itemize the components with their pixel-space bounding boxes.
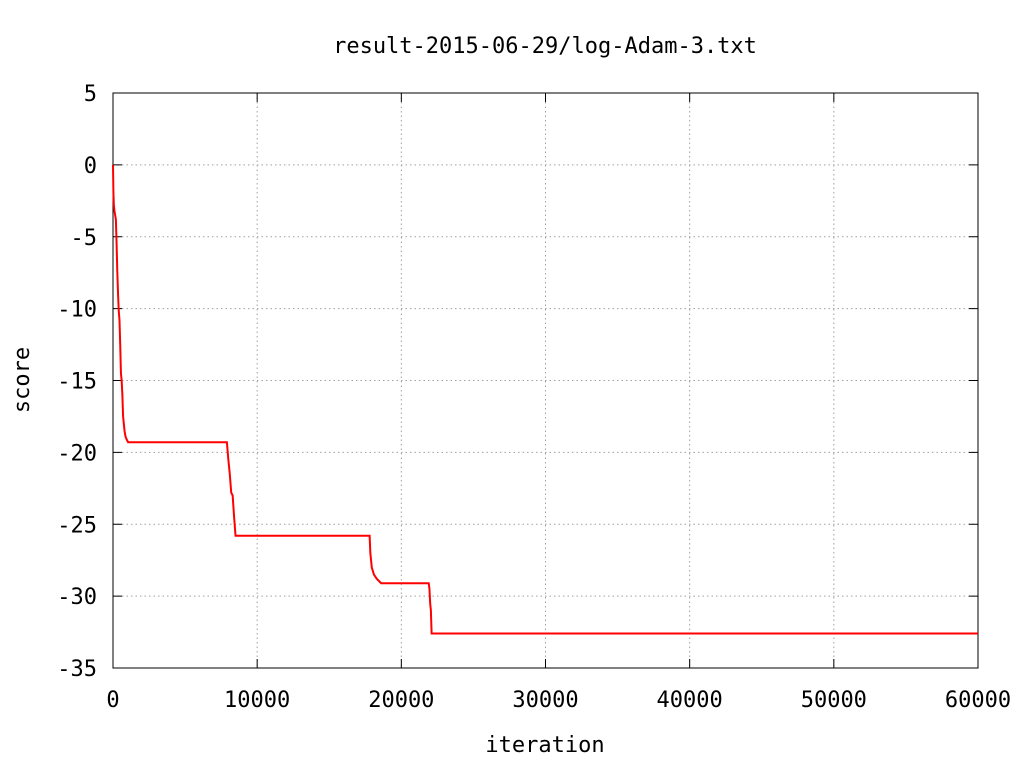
x-tick-label: 60000 (945, 688, 1011, 713)
y-tick-label: 0 (84, 154, 97, 179)
y-tick-label: -10 (57, 298, 97, 323)
y-tick-label: 5 (84, 82, 97, 107)
x-tick-label: 30000 (512, 688, 578, 713)
y-tick-label: -25 (57, 513, 97, 538)
x-axis-label: iteration (485, 733, 604, 758)
series-layer (112, 164, 978, 635)
y-tick-label: -35 (57, 657, 97, 682)
y-tick-label: -30 (57, 585, 97, 610)
y-tick-label: -20 (57, 441, 97, 466)
y-tick-label: -15 (57, 370, 97, 395)
chart-title: result-2015-06-29/log-Adam-3.txt (333, 34, 757, 59)
y-axis-label: score (10, 347, 35, 413)
y-tick-label: -5 (71, 226, 98, 251)
x-tick-label: 20000 (368, 688, 434, 713)
x-tick-label: 10000 (224, 688, 290, 713)
x-tick-label: 40000 (657, 688, 723, 713)
x-tick-label: 50000 (801, 688, 867, 713)
series-line (112, 164, 978, 635)
x-tick-labels: 0 10000 20000 30000 40000 50000 60000 (106, 688, 1011, 713)
plot-area (112, 92, 979, 669)
y-tick-labels: 5 0 -5 -10 -15 -20 -25 -30 -35 (57, 82, 97, 682)
grid (113, 93, 978, 668)
x-tick-label: 0 (106, 688, 119, 713)
